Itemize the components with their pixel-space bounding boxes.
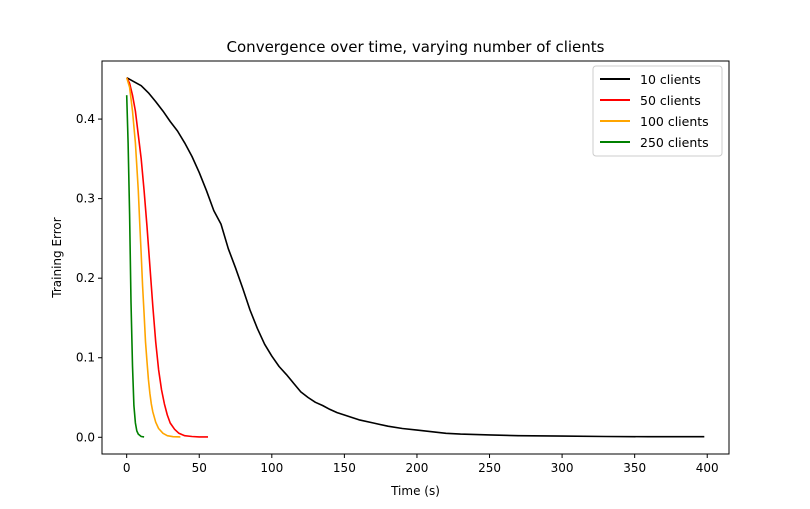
y-tick-label: 0.1 [76,351,95,365]
legend: 10 clients 50 clients 100 clients 250 cl… [592,65,723,157]
series-line-250-clients [125,95,145,438]
x-tick-label: 200 [405,461,428,475]
legend-label: 10 clients [640,72,701,87]
legend-item-100-clients: 100 clients [600,114,709,129]
legend-item-10-clients: 10 clients [600,72,701,87]
y-tick-label: 0.4 [76,112,95,126]
y-tick-label: 0.0 [76,430,95,444]
legend-label: 250 clients [640,135,709,150]
y-tick-label: 0.2 [76,271,95,285]
legend-item-50-clients: 50 clients [600,93,701,108]
x-tick-label: 250 [478,461,501,475]
x-tick-label: 300 [551,461,574,475]
x-tick-label: 400 [696,461,719,475]
plot-area: 0 50 100 150 200 250 300 350 400 0.0 0.1 0.2 0.3 0.4 [76,60,730,475]
y-axis-label: Training Error [50,217,64,298]
y-axis-ticks: 0.0 0.1 0.2 0.3 0.4 [76,112,102,444]
series-line-10-clients [126,77,705,438]
series-layer [125,77,705,438]
x-axis-ticks: 0 50 100 150 200 250 300 350 400 [123,454,719,475]
series-line-50-clients [125,77,208,438]
x-tick-label: 0 [123,461,131,475]
y-tick-label: 0.3 [76,192,95,206]
legend-item-250-clients: 250 clients [600,135,709,150]
x-tick-label: 350 [623,461,646,475]
legend-frame [592,65,723,157]
x-tick-label: 100 [260,461,283,475]
chart-title: Convergence over time, varying number of… [227,38,605,56]
x-axis-label: Time (s) [390,484,440,498]
x-tick-label: 50 [192,461,207,475]
legend-label: 50 clients [640,93,701,108]
x-tick-label: 150 [333,461,356,475]
axes-frame [101,60,730,455]
series-line-100-clients [125,77,181,438]
legend-label: 100 clients [640,114,709,129]
